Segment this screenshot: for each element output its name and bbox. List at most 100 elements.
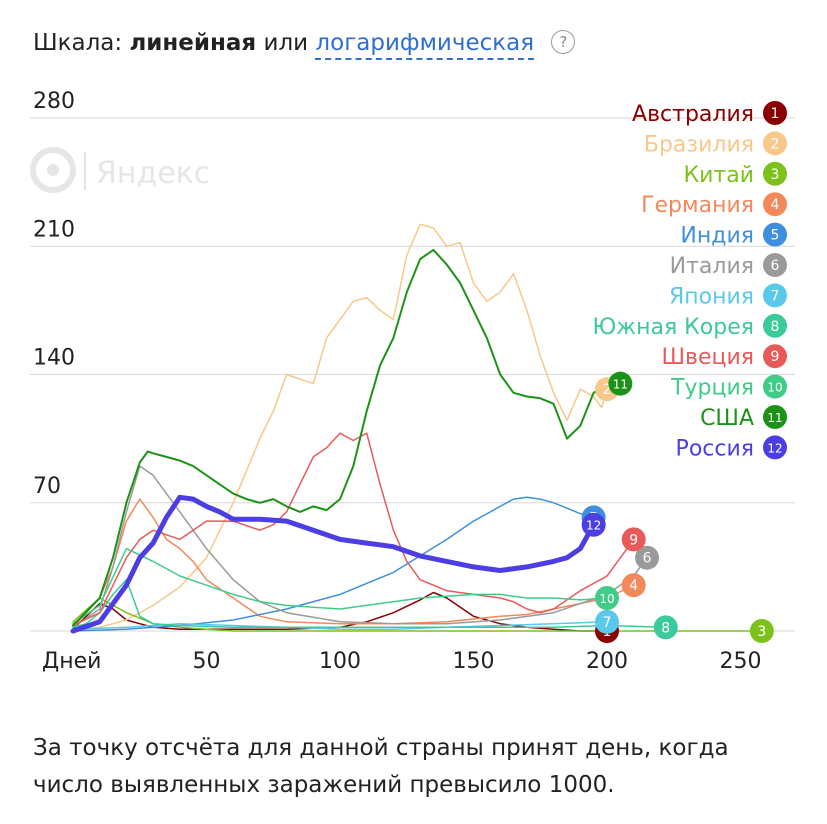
x-tick-label: 150: [453, 649, 495, 674]
legend-number: 6: [771, 258, 780, 274]
legend-item-11[interactable]: США 11: [700, 405, 787, 431]
legend-item-2[interactable]: Бразилия 2: [644, 131, 787, 157]
legend-number-badge: [763, 313, 787, 338]
legend-label: Россия: [676, 436, 754, 461]
series-end-marker-6[interactable]: 6: [635, 545, 660, 570]
end-marker-number: 9: [629, 532, 638, 548]
legend-item-5[interactable]: Индия 5: [680, 222, 787, 249]
legend-number-badge: [763, 101, 787, 125]
end-marker-number: 2: [603, 382, 612, 398]
end-marker-dot: [621, 527, 646, 552]
legend: Австралия 1 Бразилия 2 Китай 3 Германия 4 Индия 5…: [593, 101, 787, 461]
legend-label: Австралия: [632, 102, 754, 127]
legend-item-10[interactable]: Турция 10: [670, 374, 787, 401]
legend-number: 1: [771, 106, 780, 122]
legend-number-badge: [763, 435, 787, 460]
end-marker-dot: [653, 615, 678, 640]
end-marker-number: 7: [603, 615, 612, 631]
y-tick-label: 210: [33, 217, 75, 242]
legend-label: США: [700, 406, 754, 431]
series-end-marker-9[interactable]: 9: [621, 527, 646, 552]
series-end-marker-3[interactable]: 3: [749, 619, 774, 643]
yandex-logo-dot: [47, 164, 59, 176]
legend-item-12[interactable]: Россия 12: [676, 435, 787, 461]
legend-number-badge: [763, 161, 787, 186]
scale-or-text: или: [263, 30, 309, 56]
legend-number-badge: [763, 374, 787, 399]
end-marker-number: 6: [643, 551, 652, 567]
end-marker-number: 12: [586, 519, 601, 533]
legend-label: Италия: [670, 254, 754, 279]
series-line-3: [72, 597, 763, 632]
x-tick-label: 200: [586, 649, 628, 674]
series-end-markers: 123456789101112: [581, 371, 774, 643]
legend-item-8[interactable]: Южная Корея 8: [593, 313, 787, 340]
legend-item-9[interactable]: Швеция 9: [661, 344, 787, 370]
legend-item-4[interactable]: Германия 4: [641, 192, 787, 218]
end-marker-dot: [595, 586, 619, 611]
yandex-watermark: Яндекс: [30, 147, 210, 193]
watermark-text: Яндекс: [96, 156, 210, 191]
legend-label: Бразилия: [644, 132, 754, 157]
help-icon[interactable]: ?: [551, 30, 576, 54]
end-marker-number: 3: [757, 624, 766, 640]
series-line-11: [72, 248, 622, 627]
legend-label: Германия: [641, 193, 754, 218]
series-end-marker-8[interactable]: 8: [653, 615, 678, 640]
scale-option-linear[interactable]: линейная: [129, 30, 257, 56]
series-end-marker-11[interactable]: 11: [608, 371, 633, 396]
end-marker-number: 11: [613, 378, 628, 392]
series-line-4: [72, 498, 635, 629]
yandex-logo-icon: [30, 147, 76, 193]
series-lines: [70, 223, 763, 634]
series-line-6: [72, 465, 648, 629]
end-marker-number: 10: [599, 592, 614, 606]
scale-option-log[interactable]: логарифмическая: [315, 30, 535, 60]
x-axis-label: Дней: [42, 649, 101, 674]
series-end-marker-12[interactable]: 12: [581, 512, 606, 537]
footnote: За точку отсчёта для данной страны приня…: [33, 735, 729, 798]
legend-number: 7: [771, 288, 780, 304]
legend-number-badge: [763, 192, 787, 217]
series-end-marker-4[interactable]: 4: [621, 573, 646, 598]
legend-label: Швеция: [661, 345, 754, 370]
y-tick-label: 140: [33, 346, 75, 371]
series-end-marker-7[interactable]: 7: [595, 609, 619, 634]
scale-switcher: Шкала: линейная или логарифмическая ?: [33, 26, 576, 60]
legend-label: Китай: [683, 163, 754, 188]
legend-number: 4: [771, 197, 780, 213]
end-marker-dot: [749, 619, 774, 643]
legend-number: 3: [771, 167, 780, 183]
legend-number-badge: [763, 405, 787, 429]
end-marker-dot: [635, 545, 660, 570]
series-line-12: [70, 494, 597, 634]
legend-number: 8: [771, 319, 780, 335]
series-line-10: [72, 547, 608, 625]
legend-item-3[interactable]: Китай 3: [683, 161, 787, 188]
legend-item-6[interactable]: Италия 6: [670, 253, 787, 279]
series-line-5: [72, 496, 595, 632]
legend-item-7[interactable]: Япония 7: [669, 283, 787, 309]
y-tick-label: 70: [33, 474, 61, 499]
legend-number: 11: [767, 411, 782, 425]
legend-number-badge: [763, 344, 787, 369]
legend-number-badge: [763, 131, 787, 156]
series-line-8: [72, 578, 667, 629]
end-marker-dot: [621, 573, 646, 598]
legend-number-badge: [763, 222, 787, 247]
series-line-1: [72, 591, 608, 632]
end-marker-dot: [595, 609, 619, 634]
legend-number: 9: [771, 349, 780, 365]
x-tick-label: 50: [193, 649, 221, 674]
end-marker-dot: [581, 512, 606, 537]
series-line-2: [72, 223, 608, 632]
end-marker-number: 4: [629, 578, 638, 594]
legend-number: 5: [771, 228, 780, 244]
legend-number: 12: [767, 441, 782, 455]
end-marker-dot: [608, 371, 633, 396]
legend-number: 2: [771, 136, 780, 152]
legend-item-1[interactable]: Австралия 1: [632, 101, 787, 127]
y-tick-label: 280: [33, 89, 75, 114]
series-end-marker-10[interactable]: 10: [595, 586, 619, 611]
x-tick-label: 250: [720, 649, 762, 674]
